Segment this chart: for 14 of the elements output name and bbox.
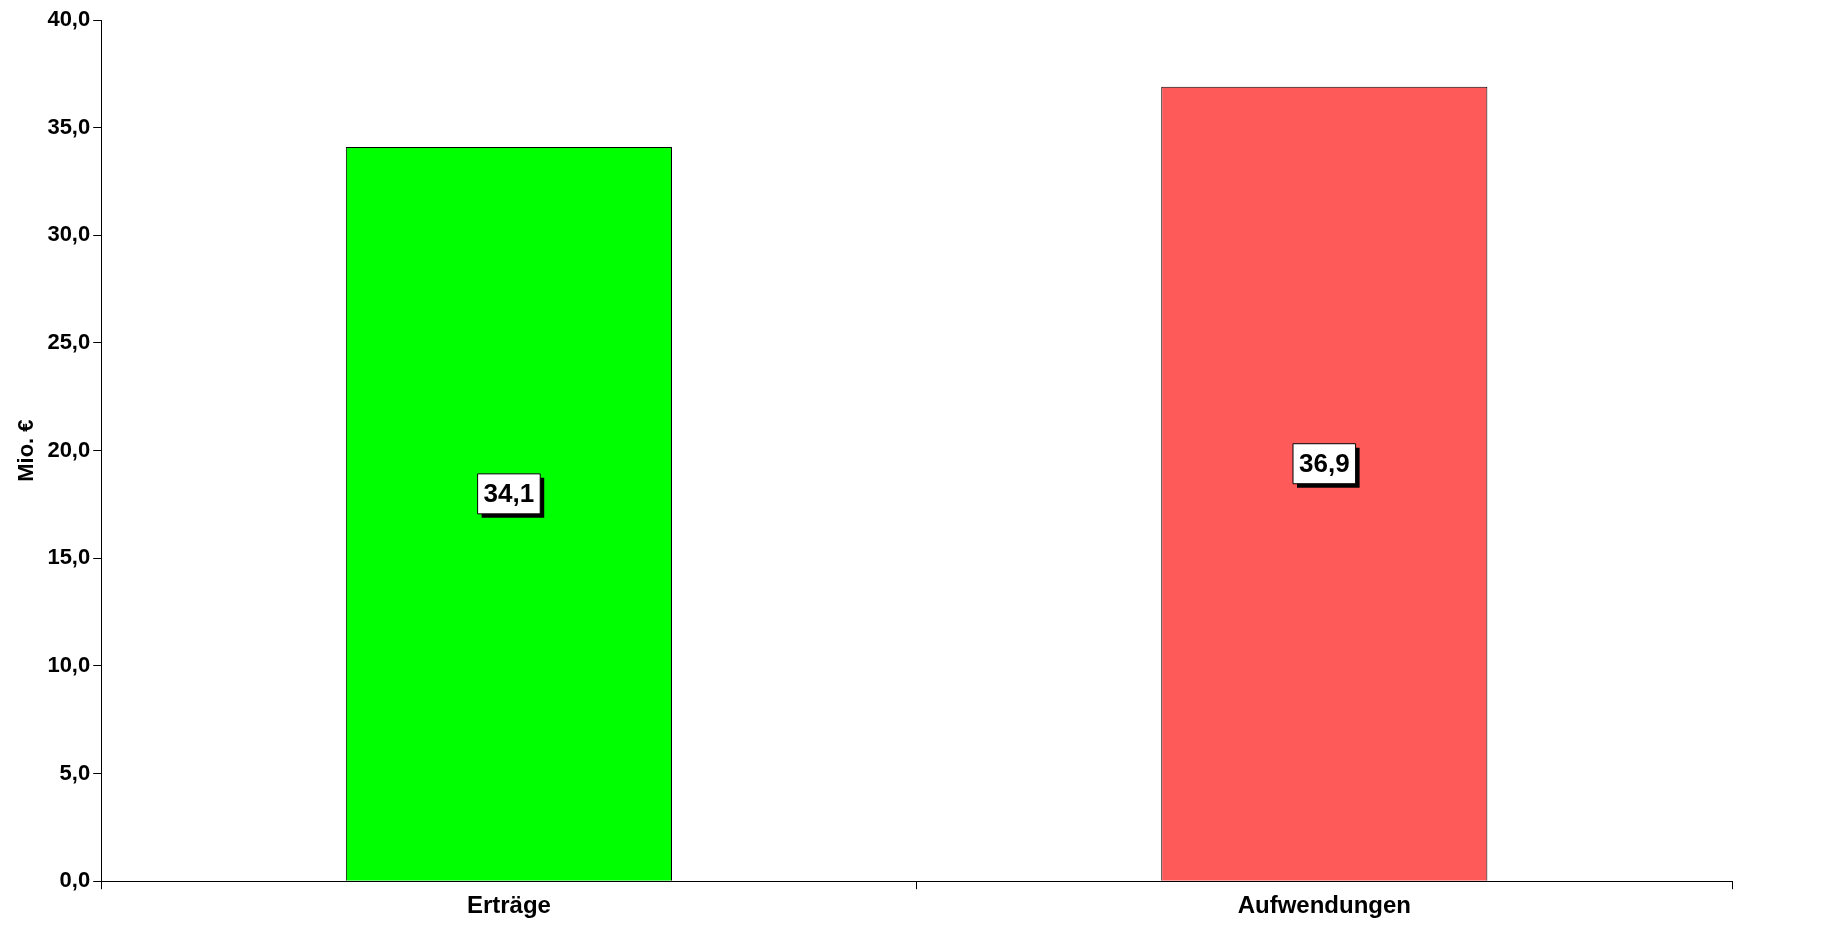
- x-tick-label: Aufwendungen: [1237, 891, 1411, 919]
- y-tick-label: 0,0: [59, 867, 91, 893]
- y-tick-label: 20,0: [47, 436, 91, 462]
- y-tick-label: 25,0: [47, 329, 91, 355]
- data-label: 34,1: [483, 478, 535, 509]
- y-tick-label: 35,0: [47, 113, 91, 139]
- data-label: 36,9: [1299, 447, 1350, 478]
- y-tick-label: 40,0: [47, 6, 91, 32]
- x-tick-label: Erträge: [466, 891, 551, 919]
- y-tick-label: 30,0: [47, 221, 91, 247]
- y-tick-label: 15,0: [47, 544, 91, 570]
- y-axis-title: Mio. €: [13, 419, 39, 482]
- y-tick-label: 10,0: [47, 651, 91, 677]
- y-tick-label: 5,0: [59, 759, 91, 785]
